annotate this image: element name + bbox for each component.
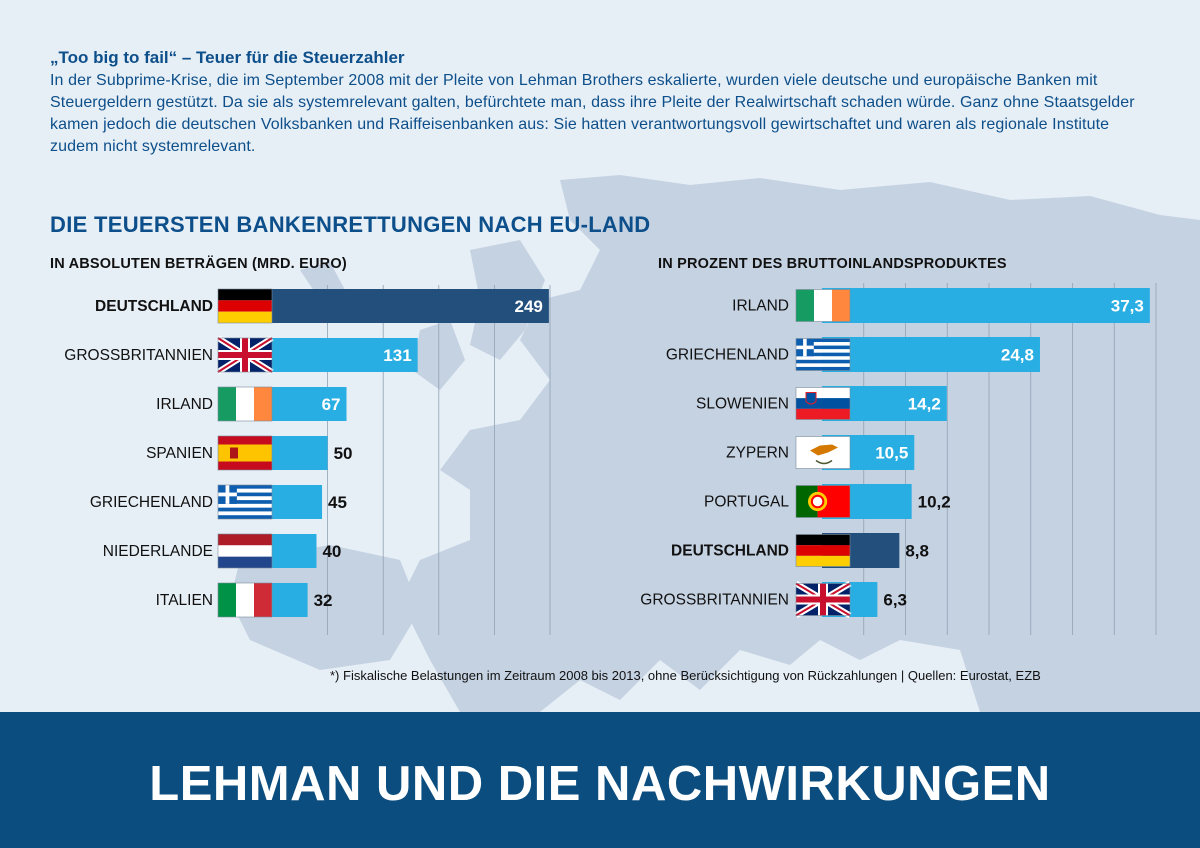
germany-flag bbox=[217, 288, 273, 324]
intro-text: In der Subprime-Krise, die im September … bbox=[50, 72, 1135, 155]
footnote: *) Fiskalische Belastungen im Zeitraum 2… bbox=[330, 668, 1041, 683]
bar bbox=[822, 288, 1150, 323]
uk-flag bbox=[216, 335, 274, 375]
category-label: IRLAND bbox=[156, 396, 213, 413]
bar-row: ZYPERN 10,5 bbox=[726, 435, 915, 470]
slovenia-flag bbox=[795, 387, 851, 420]
category-label: GRIECHENLAND bbox=[666, 347, 789, 364]
bar bbox=[272, 387, 347, 421]
bar-row: IRLAND 67 bbox=[156, 386, 347, 422]
banner: LEHMAN UND DIE NACHWIRKUNGEN bbox=[0, 712, 1200, 848]
section-title: DIE TEUERSTEN BANKENRETTUNGEN NACH EU-LA… bbox=[50, 212, 651, 237]
uk-flag bbox=[794, 580, 852, 619]
category-label: DEUTSCHLAND bbox=[671, 543, 789, 560]
category-label: IRLAND bbox=[732, 298, 789, 315]
bar-row: IRLAND 37,3 bbox=[732, 288, 1150, 323]
value-label: 50 bbox=[334, 444, 353, 463]
germany-flag bbox=[795, 534, 851, 567]
value-label: 32 bbox=[314, 591, 333, 610]
bar-row: SPANIEN 50 bbox=[146, 435, 353, 471]
bar-row: GROSSBRITANNIEN 6,3 bbox=[640, 580, 907, 619]
category-label: SLOWENIEN bbox=[696, 396, 789, 413]
absolute-amounts-chart: DEUTSCHLAND 249 GROSSBRITANNIEN 131 IRLAND 67… bbox=[64, 285, 551, 635]
spain-flag bbox=[217, 435, 273, 471]
value-label: 14,2 bbox=[908, 395, 941, 414]
bar bbox=[272, 338, 418, 372]
value-label: 6,3 bbox=[883, 591, 907, 610]
category-label: GRIECHENLAND bbox=[90, 494, 213, 511]
ireland-flag bbox=[217, 386, 273, 422]
value-label: 37,3 bbox=[1111, 297, 1144, 316]
category-label: ZYPERN bbox=[726, 445, 789, 462]
right-chart-title: IN PROZENT DES BRUTTOINLANDSPRODUKTES bbox=[658, 256, 1007, 272]
greece-flag bbox=[795, 338, 851, 371]
bar-row: SLOWENIEN 14,2 bbox=[696, 386, 947, 421]
value-label: 131 bbox=[383, 346, 411, 365]
bar-row: DEUTSCHLAND 8,8 bbox=[671, 533, 929, 568]
category-label: PORTUGAL bbox=[704, 494, 789, 511]
netherlands-flag bbox=[217, 533, 273, 569]
left-chart-title: IN ABSOLUTEN BETRÄGEN (MRD. EURO) bbox=[50, 256, 347, 272]
value-label: 67 bbox=[322, 395, 341, 414]
category-label: GROSSBRITANNIEN bbox=[64, 347, 213, 364]
bar bbox=[272, 583, 308, 617]
value-label: 24,8 bbox=[1001, 346, 1034, 365]
value-label: 40 bbox=[322, 542, 341, 561]
bar bbox=[272, 289, 549, 323]
value-label: 8,8 bbox=[905, 542, 929, 561]
bar bbox=[272, 436, 328, 470]
intro-section: „Too big to fail“ – Teuer für die Steuer… bbox=[50, 46, 1160, 158]
greece-flag bbox=[217, 484, 273, 520]
value-label: 10,2 bbox=[918, 493, 951, 512]
bar-row: GRIECHENLAND 45 bbox=[90, 484, 347, 520]
value-label: 45 bbox=[328, 493, 347, 512]
gdp-percent-chart: IRLAND 37,3 GRIECHENLAND 24,8 SLOWENIEN 14,2 Z… bbox=[640, 283, 1157, 635]
bar-row: NIEDERLANDE 40 bbox=[103, 533, 341, 569]
category-label: GROSSBRITANNIEN bbox=[640, 592, 789, 609]
bar-row: GRIECHENLAND 24,8 bbox=[666, 337, 1040, 372]
bar-row: DEUTSCHLAND 249 bbox=[95, 288, 549, 324]
cyprus-flag bbox=[795, 436, 851, 469]
category-label: NIEDERLANDE bbox=[103, 543, 213, 560]
banner-title: LEHMAN UND DIE NACHWIRKUNGEN bbox=[149, 757, 1051, 811]
bar-row: GROSSBRITANNIEN 131 bbox=[64, 335, 418, 375]
bar bbox=[272, 534, 317, 568]
portugal-flag bbox=[795, 485, 851, 518]
ireland-flag bbox=[795, 289, 851, 322]
category-label: DEUTSCHLAND bbox=[95, 298, 213, 315]
value-label: 249 bbox=[515, 297, 543, 316]
bar-row: ITALIEN 32 bbox=[156, 582, 333, 618]
category-label: SPANIEN bbox=[146, 445, 213, 462]
value-label: 10,5 bbox=[875, 444, 908, 463]
bar-row: PORTUGAL 10,2 bbox=[704, 484, 951, 519]
bar bbox=[272, 485, 323, 519]
intro-title: „Too big to fail“ – Teuer für die Steuer… bbox=[50, 48, 405, 67]
bar bbox=[822, 337, 1040, 372]
italy-flag bbox=[217, 582, 273, 618]
category-label: ITALIEN bbox=[156, 592, 213, 609]
